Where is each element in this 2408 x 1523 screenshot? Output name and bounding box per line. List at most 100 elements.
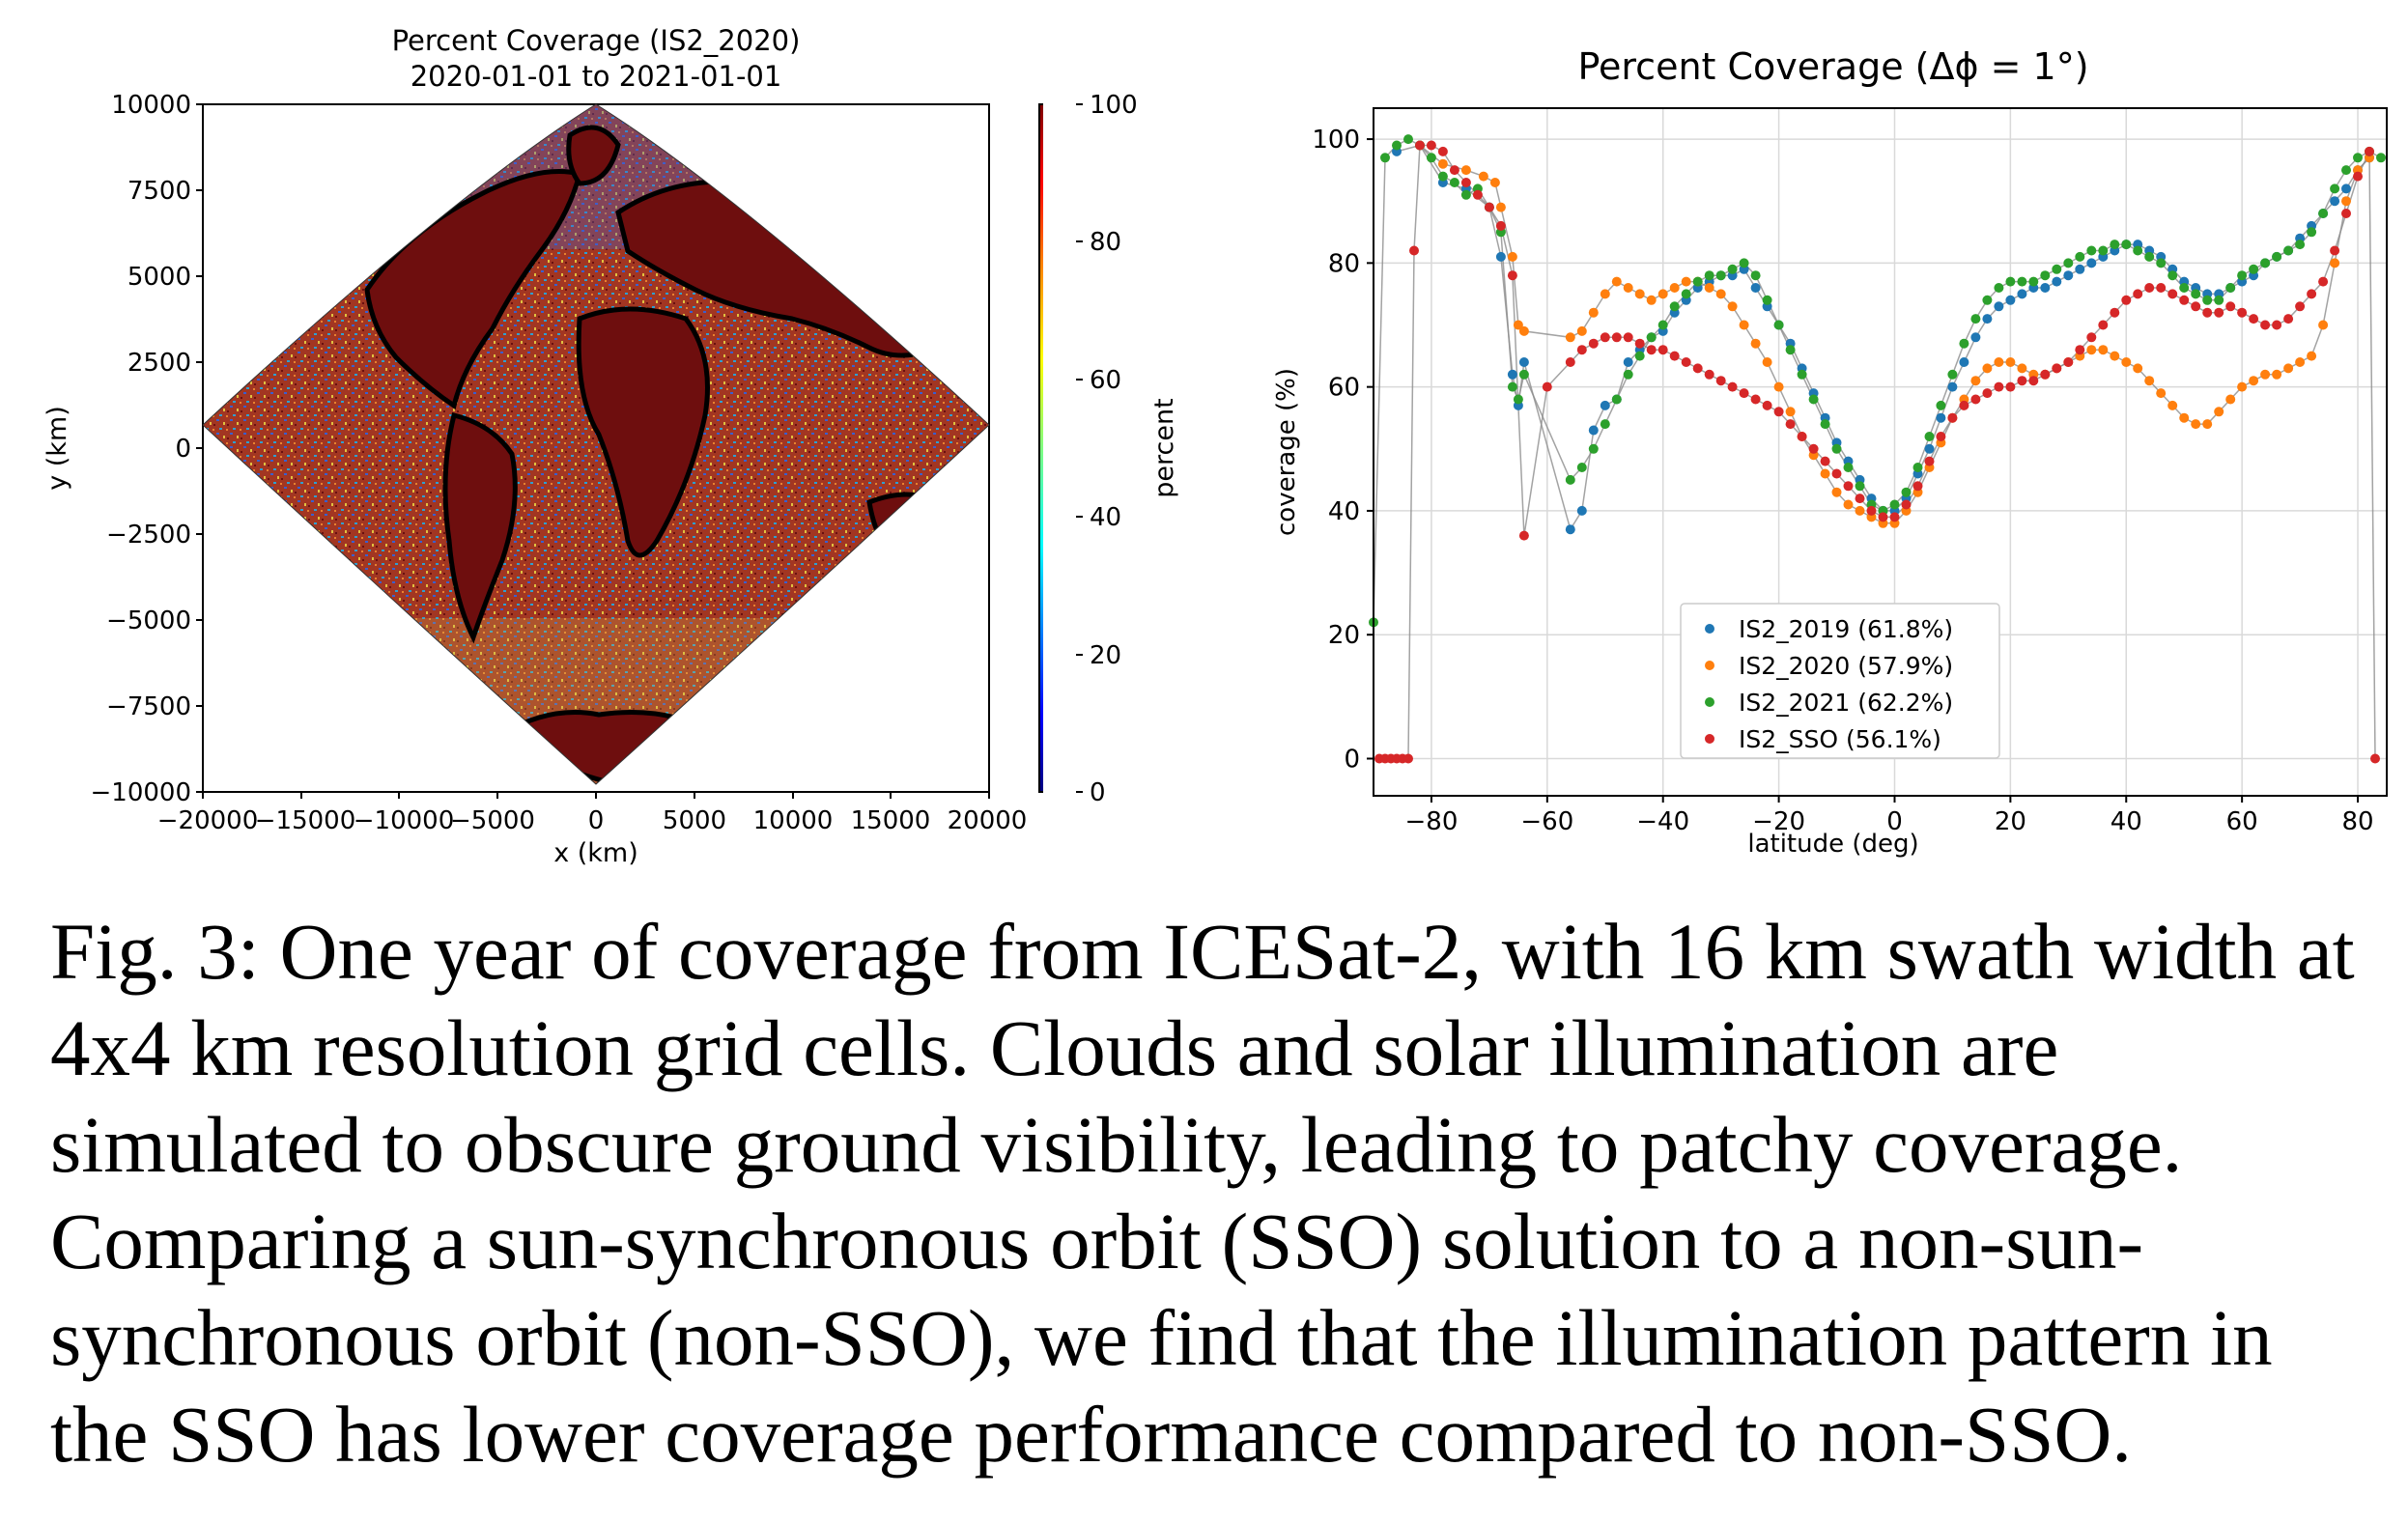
data-point-series-3 — [1739, 388, 1749, 399]
data-point-series-0 — [1982, 314, 1993, 324]
data-point-series-1 — [2260, 369, 2271, 380]
series-line-2 — [1373, 138, 2382, 623]
data-point-series-1 — [1576, 325, 1587, 336]
data-point-series-2 — [1611, 394, 1622, 405]
data-point-series-3 — [2370, 753, 2380, 764]
colorbar-tick: 60 — [1090, 366, 1121, 395]
data-point-series-2 — [2318, 209, 2329, 218]
data-point-series-2 — [2075, 251, 2085, 262]
data-point-series-3 — [1495, 220, 1506, 231]
map-ytick: 10000 — [111, 91, 191, 120]
y-tick-label: 60 — [1328, 374, 1360, 403]
data-point-series-3 — [2040, 369, 2051, 380]
data-point-series-3 — [2121, 295, 2132, 305]
data-point-series-3 — [2260, 320, 2271, 330]
legend-marker — [1705, 697, 1714, 707]
data-point-series-1 — [2167, 400, 2178, 410]
data-point-series-2 — [1634, 351, 1645, 361]
data-point-series-3 — [2307, 289, 2317, 299]
data-point-series-1 — [1478, 171, 1488, 182]
data-point-series-3 — [2318, 276, 2329, 287]
continent-greenland — [566, 125, 621, 186]
data-point-series-1 — [2121, 357, 2132, 367]
data-point-series-3 — [1762, 400, 1772, 410]
continent-south-america — [442, 411, 518, 644]
data-point-series-2 — [2028, 276, 2039, 287]
data-point-series-3 — [1634, 338, 1645, 349]
map-ylabel: y (km) — [42, 406, 72, 491]
data-point-series-2 — [2017, 276, 2027, 287]
data-point-series-2 — [1727, 264, 1738, 274]
data-point-series-1 — [2144, 376, 2155, 386]
chart-title: Percent Coverage (Δϕ = 1°) — [1577, 45, 2088, 88]
data-point-series-2 — [1437, 171, 1448, 182]
continent-africa — [576, 306, 710, 558]
data-point-series-2 — [1507, 381, 1517, 392]
data-point-series-0 — [1936, 412, 1946, 423]
data-point-series-3 — [1415, 140, 1425, 151]
data-point-series-0 — [2063, 270, 2074, 281]
data-point-series-1 — [2156, 388, 2167, 399]
data-point-series-1 — [1843, 499, 1854, 510]
data-point-series-1 — [2283, 363, 2294, 374]
coverage-chart: Percent Coverage (Δϕ = 1°) −80 −60 −40 −20 0… — [1272, 45, 2388, 859]
data-point-series-3 — [1692, 363, 1703, 374]
data-point-series-3 — [1437, 146, 1448, 156]
chart-xlabel: latitude (deg) — [1747, 830, 1918, 859]
map-xtick: 0 — [588, 806, 605, 835]
data-point-series-2 — [2179, 283, 2190, 293]
map-ytick: −7500 — [106, 692, 191, 721]
data-point-series-1 — [2017, 363, 2027, 374]
data-point-series-3 — [1820, 456, 1830, 466]
data-point-series-3 — [1681, 357, 1691, 367]
data-point-series-1 — [1588, 307, 1599, 318]
data-point-series-1 — [2341, 196, 2351, 207]
data-point-series-2 — [2156, 258, 2167, 268]
data-point-series-2 — [1576, 463, 1587, 472]
data-point-series-0 — [2017, 289, 2027, 299]
legend-label: IS2_SSO (56.1%) — [1739, 725, 1941, 753]
data-point-series-3 — [2063, 357, 2074, 367]
colorbar-tick: 20 — [1090, 641, 1121, 670]
data-point-series-1 — [1495, 202, 1506, 212]
map-ytick: 7500 — [127, 177, 191, 206]
map-title-line1: Percent Coverage (IS2_2020) — [392, 24, 801, 57]
map-xtick: −5000 — [450, 806, 535, 835]
data-point-series-2 — [1959, 338, 1969, 349]
data-point-series-2 — [1773, 320, 1784, 330]
map-y-ticks: 10000 7500 5000 2500 0 −2500 −5000 −7500… — [91, 91, 203, 807]
data-point-series-1 — [1704, 283, 1714, 293]
data-point-series-2 — [1936, 400, 1946, 410]
data-point-series-3 — [2110, 307, 2120, 318]
data-point-series-0 — [1623, 357, 1633, 367]
data-point-series-3 — [1889, 512, 1900, 522]
data-point-series-3 — [1403, 753, 1413, 764]
data-point-series-1 — [2249, 376, 2259, 386]
data-point-series-1 — [1715, 289, 1726, 299]
data-point-series-3 — [2214, 307, 2224, 318]
data-point-series-0 — [1600, 400, 1610, 410]
data-point-series-0 — [1750, 283, 1761, 293]
data-point-series-1 — [1646, 295, 1657, 305]
map-xtick: 15000 — [851, 806, 931, 835]
data-point-series-2 — [1460, 189, 1471, 200]
data-point-series-3 — [1565, 357, 1575, 367]
data-point-series-1 — [1970, 376, 1981, 386]
data-point-series-0 — [2052, 276, 2062, 287]
data-point-series-1 — [2005, 357, 2016, 367]
data-point-series-1 — [1762, 357, 1772, 367]
legend-label: IS2_2019 (61.8%) — [1739, 615, 1953, 643]
data-point-series-0 — [2005, 295, 2016, 305]
data-point-series-3 — [1994, 381, 2004, 392]
data-point-series-3 — [1409, 245, 1419, 256]
data-point-series-1 — [1785, 407, 1796, 417]
data-point-series-2 — [1994, 283, 2004, 293]
data-point-series-2 — [1889, 499, 1900, 510]
y-tick-label: 0 — [1344, 746, 1360, 775]
chart-axes-frame — [1373, 107, 2388, 797]
data-point-series-1 — [2295, 357, 2306, 367]
data-point-series-2 — [1646, 332, 1657, 343]
data-point-series-1 — [1669, 283, 1680, 293]
data-point-series-1 — [2237, 381, 2248, 392]
data-point-series-2 — [1403, 134, 1413, 145]
